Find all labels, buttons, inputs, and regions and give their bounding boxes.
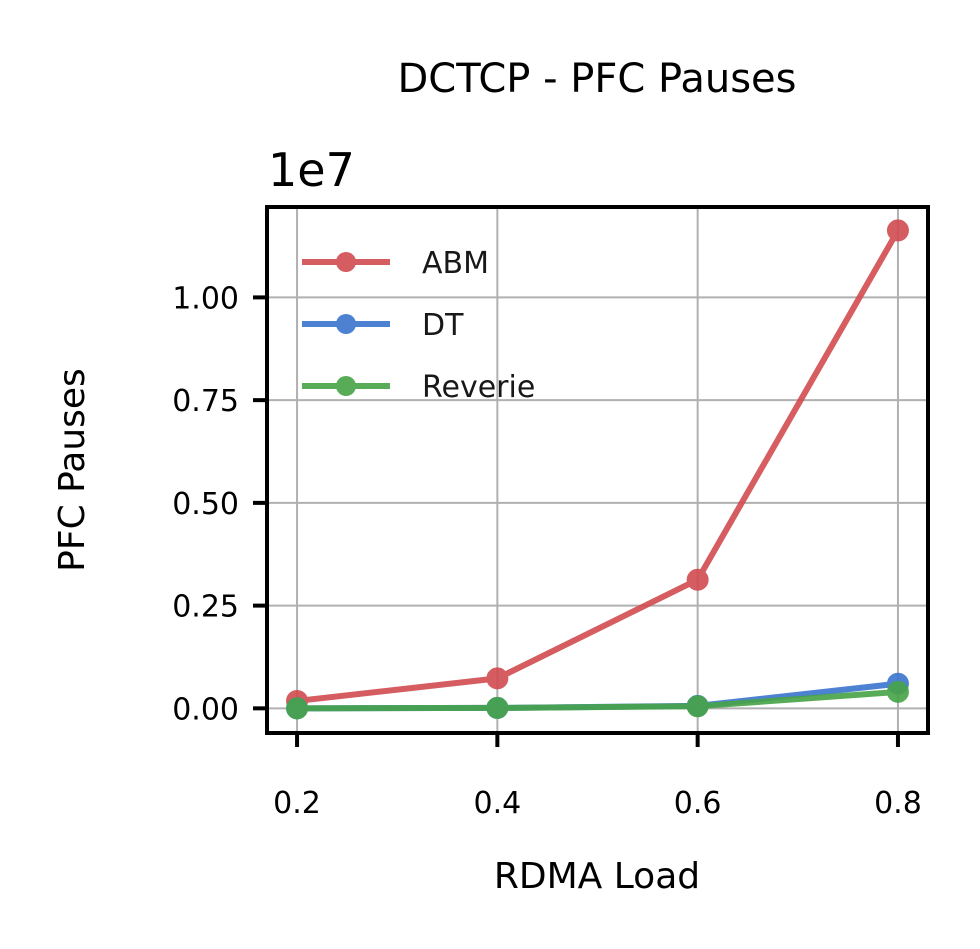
y-tick-label: 0.00 xyxy=(172,692,239,727)
series-line xyxy=(296,228,901,704)
x-axis-ticks: 0.2 0.4 0.6 0.8 xyxy=(273,733,922,821)
series-line xyxy=(297,688,899,712)
data-point xyxy=(686,568,709,591)
y-axis-ticks: 0.00 0.25 0.50 0.75 1.00 xyxy=(172,281,267,727)
legend-swatch-marker xyxy=(336,314,356,334)
data-point xyxy=(886,219,909,242)
data-point xyxy=(486,696,509,719)
y-axis-label: PFC Pauses xyxy=(52,368,93,572)
legend-label: DT xyxy=(422,308,464,343)
grid-lines xyxy=(267,207,928,733)
plot-frame xyxy=(265,205,930,735)
legend-item: ABM xyxy=(302,246,489,281)
legend-item: Reverie xyxy=(302,370,535,405)
x-tick-label: 0.2 xyxy=(273,786,321,821)
y-axis-multiplier: 1e7 xyxy=(268,143,355,197)
legend-swatch-marker xyxy=(336,376,356,396)
data-point xyxy=(286,697,309,720)
y-tick-label: 0.25 xyxy=(172,590,239,625)
legend-label: Reverie xyxy=(422,370,535,405)
chart-title: DCTCP - PFC Pauses xyxy=(398,56,797,102)
data-point xyxy=(686,695,709,718)
series-layer xyxy=(286,219,909,720)
x-axis-label: RDMA Load xyxy=(494,856,700,897)
series-abm xyxy=(286,219,909,712)
x-tick-label: 0.4 xyxy=(473,786,521,821)
x-tick-label: 0.8 xyxy=(874,786,922,821)
y-tick-label: 0.75 xyxy=(172,384,239,419)
legend-swatch-marker xyxy=(336,252,356,272)
legend: ABM DT Reverie xyxy=(302,246,535,405)
y-tick-label: 1.00 xyxy=(172,281,239,316)
data-point xyxy=(886,680,909,703)
x-tick-label: 0.6 xyxy=(674,786,722,821)
legend-label: ABM xyxy=(422,246,489,281)
legend-item: DT xyxy=(302,308,464,343)
series-reverie xyxy=(286,680,909,720)
data-point xyxy=(486,667,509,690)
y-tick-label: 0.50 xyxy=(172,487,239,522)
